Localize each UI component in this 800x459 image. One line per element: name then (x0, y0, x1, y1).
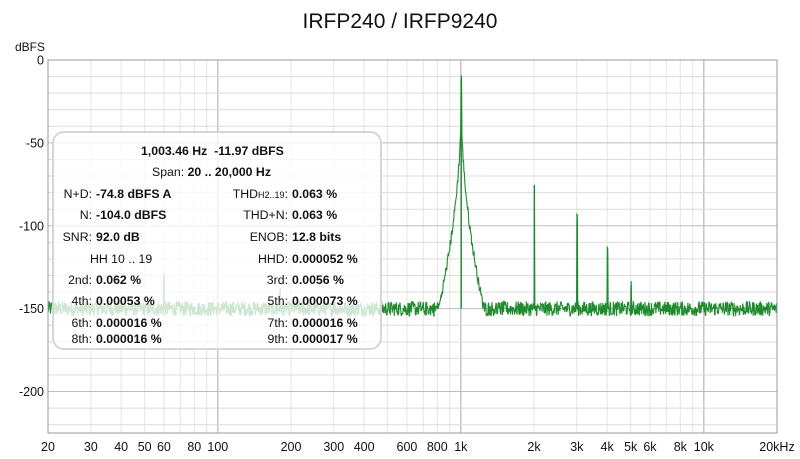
h2-label: 2nd: (68, 273, 92, 287)
noise-label: N: (79, 208, 92, 222)
y-tick-label: -100 (19, 219, 44, 233)
thdn-label: THD+N: (243, 208, 288, 222)
x-tick-label: 100 (207, 440, 228, 454)
x-tick-label: 5k (624, 440, 638, 454)
x-tick-label: 20kHz (759, 440, 794, 454)
h5-value: 0.000073 % (292, 294, 358, 308)
h7-label: 7th: (267, 316, 288, 330)
snr-label: SNR: (62, 230, 92, 244)
nd-label: N+D: (63, 187, 92, 201)
fundamental-frequency: 1,003.46 Hz (141, 144, 208, 158)
x-tick-label: 400 (354, 440, 375, 454)
hh-range-label: HH 10 .. 19 (90, 252, 153, 266)
enob-value: 12.8 bits (292, 230, 342, 244)
plot-frame (47, 59, 778, 434)
chart-title: IRFP240 / IRFP9240 (303, 10, 498, 33)
x-tick-label: 6k (643, 440, 657, 454)
h9-value: 0.000017 % (292, 332, 358, 346)
x-tick-label: 10k (694, 440, 715, 454)
h6-label: 6th: (71, 316, 92, 330)
h3-value: 0.0056 % (292, 273, 344, 287)
thd-label-text: THD (232, 187, 259, 201)
h4-label: 4th: (71, 294, 92, 308)
x-tick-label: 1k (454, 440, 468, 454)
x-tick-label: 2k (527, 440, 541, 454)
snr-value: 92.0 dB (96, 230, 140, 244)
enob-label: ENOB: (249, 230, 288, 244)
x-tick-label: 30 (84, 440, 98, 454)
x-tick-labels: 20 30 40 50 60 80 100 200 300 400 600 800 1k 2k 3k 4k 5k… (41, 440, 795, 454)
h8-label: 8th: (71, 332, 92, 346)
x-tick-label: 3k (570, 440, 584, 454)
thd-label: THDH2..19: (204, 184, 288, 207)
x-tick-label: 50 (138, 440, 152, 454)
x-tick-label: 600 (397, 440, 418, 454)
y-tick-labels: 0 -50 -100 -150 -200 (19, 54, 44, 400)
y-tick-label: 0 (37, 54, 44, 68)
span-label: Span: (152, 165, 185, 179)
hhd-value: 0.000052 % (292, 252, 358, 266)
h6-value: 0.000016 % (96, 316, 162, 330)
thd-label-colon: : (284, 187, 288, 201)
x-tick-label: 8k (674, 440, 688, 454)
y-axis-unit: dBFS (15, 40, 45, 54)
h3-label: 3rd: (266, 273, 288, 287)
span-value: 20 .. 20,000 Hz (187, 165, 271, 179)
y-tick-label: -200 (19, 385, 44, 399)
x-tick-label: 800 (427, 440, 448, 454)
x-tick-label: 300 (323, 440, 344, 454)
h4-value: 0.00053 % (96, 294, 155, 308)
fundamental-level: -11.97 dBFS (214, 144, 284, 158)
x-tick-label: 60 (157, 440, 171, 454)
h2-value: 0.062 % (96, 273, 142, 287)
h9-label: 9th: (267, 332, 288, 346)
thd-label-sub: H2..19 (258, 190, 285, 200)
x-tick-label: 200 (281, 440, 302, 454)
fundamental-readout: 1,003.46 Hz -11.97 dBFS (141, 141, 284, 163)
y-tick-label: -150 (19, 302, 44, 316)
thdn-value: 0.063 % (292, 208, 338, 222)
measurement-panel: 1,003.46 Hz -11.97 dBFS Span: 20 .. 20,0… (52, 131, 382, 350)
thd-value: 0.063 % (292, 187, 338, 201)
x-tick-label: 40 (114, 440, 128, 454)
x-tick-label: 80 (187, 440, 201, 454)
h7-value: 0.000016 % (292, 316, 358, 330)
x-tick-label: 4k (601, 440, 615, 454)
h8-value: 0.000016 % (96, 332, 162, 346)
hhd-label: HHD: (257, 252, 288, 266)
y-tick-label: -50 (26, 136, 44, 150)
span-row: Span: 20 .. 20,000 Hz (152, 162, 271, 184)
nd-value: -74.8 dBFS A (96, 187, 172, 201)
h5-label: 5th: (267, 294, 288, 308)
noise-value: -104.0 dBFS (96, 208, 167, 222)
x-tick-label: 20 (41, 440, 55, 454)
